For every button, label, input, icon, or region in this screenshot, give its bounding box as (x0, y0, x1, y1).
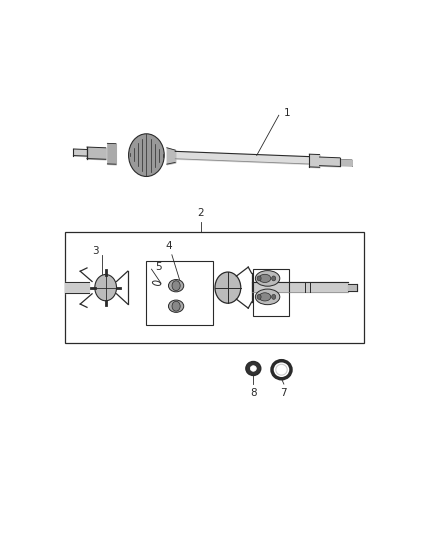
Ellipse shape (259, 274, 271, 282)
Ellipse shape (255, 289, 280, 305)
Circle shape (257, 294, 261, 300)
Ellipse shape (169, 300, 184, 312)
Circle shape (95, 274, 117, 301)
Circle shape (272, 276, 276, 281)
Text: 5: 5 (155, 262, 162, 272)
Bar (146, 261, 212, 325)
Ellipse shape (255, 271, 280, 286)
Circle shape (172, 281, 180, 290)
Ellipse shape (251, 366, 256, 372)
Ellipse shape (272, 361, 291, 379)
Text: 2: 2 (198, 208, 204, 218)
Text: 7: 7 (281, 388, 287, 398)
Ellipse shape (246, 361, 261, 375)
Circle shape (215, 272, 241, 303)
Ellipse shape (169, 279, 184, 292)
Ellipse shape (129, 134, 164, 176)
Circle shape (172, 301, 180, 311)
Text: 1: 1 (284, 108, 290, 118)
Circle shape (272, 294, 276, 300)
Text: 6: 6 (299, 282, 306, 293)
Ellipse shape (276, 364, 287, 375)
Ellipse shape (152, 281, 161, 286)
Bar (65, 232, 364, 343)
Text: 8: 8 (250, 388, 257, 398)
Ellipse shape (259, 293, 271, 301)
Text: 4: 4 (165, 241, 172, 251)
Circle shape (257, 276, 261, 281)
Text: 3: 3 (92, 246, 99, 256)
Bar (253, 269, 289, 317)
